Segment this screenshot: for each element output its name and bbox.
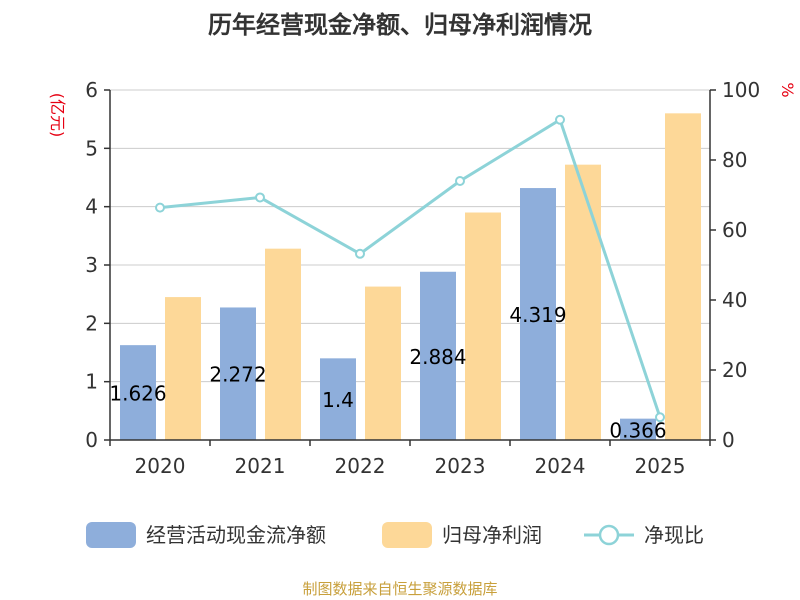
bar-profit-2024[interactable] bbox=[565, 164, 601, 440]
legend: 经营活动现金流净额 归母净利润 净现比 bbox=[86, 522, 704, 548]
data-label-cashflow-2022: 1.4 bbox=[322, 388, 354, 412]
bar-profit-2025[interactable] bbox=[665, 113, 701, 440]
bar-cashflow-2020[interactable] bbox=[120, 345, 156, 440]
right-tick-label: 60 bbox=[722, 218, 747, 242]
bar-cashflow-2022[interactable] bbox=[320, 358, 356, 440]
right-tick-label: 100 bbox=[722, 78, 760, 102]
left-tick-label: 4 bbox=[85, 195, 98, 219]
ratio-point-2025[interactable] bbox=[655, 412, 665, 423]
legend-label-ratio: 净现比 bbox=[644, 523, 704, 547]
bar-cashflow-2025[interactable] bbox=[620, 418, 656, 440]
x-tick-label-2023: 2023 bbox=[435, 454, 486, 478]
bar-series bbox=[120, 113, 701, 440]
bar-profit-2020[interactable] bbox=[165, 297, 201, 440]
right-tick-label: 0 bbox=[722, 428, 735, 452]
data-label-cashflow-2025: 0.366 bbox=[609, 418, 666, 442]
right-tick-label: 80 bbox=[722, 148, 747, 172]
x-tick-label-2025: 2025 bbox=[635, 454, 686, 478]
right-axis-unit: % bbox=[778, 82, 797, 97]
bar-profit-2023[interactable] bbox=[465, 212, 501, 441]
data-label-cashflow-2021: 2.272 bbox=[209, 363, 266, 387]
left-tick-label: 6 bbox=[85, 78, 98, 102]
bar-profit-2022[interactable] bbox=[365, 286, 401, 440]
chart-title: 历年经营现金净额、归母净利润情况 bbox=[208, 11, 592, 39]
left-tick-label: 5 bbox=[85, 136, 98, 160]
left-tick-label: 1 bbox=[85, 370, 98, 394]
left-tick-label: 2 bbox=[85, 311, 98, 335]
data-label-cashflow-2023: 2.884 bbox=[409, 345, 466, 369]
ratio-point-2021[interactable] bbox=[255, 192, 265, 203]
ratio-line-series bbox=[155, 114, 665, 423]
legend-swatch-cashflow bbox=[86, 522, 136, 548]
x-tick-label-2022: 2022 bbox=[335, 454, 386, 478]
legend-item-cashflow[interactable]: 经营活动现金流净额 bbox=[86, 522, 326, 548]
legend-item-profit[interactable]: 归母净利润 bbox=[382, 522, 542, 548]
data-labels: 1.626 2.272 1.4 2.884 4.319 0.366 bbox=[109, 303, 666, 442]
left-tick-label: 3 bbox=[85, 253, 98, 277]
legend-swatch-profit bbox=[382, 522, 432, 548]
left-axis-ticks: 0 1 2 3 4 5 6 bbox=[85, 78, 110, 452]
right-tick-label: 20 bbox=[722, 358, 747, 382]
legend-marker-ratio bbox=[598, 524, 620, 546]
legend-item-ratio[interactable]: 净现比 bbox=[584, 523, 704, 547]
x-tick-label-2021: 2021 bbox=[235, 454, 286, 478]
ratio-point-2023[interactable] bbox=[455, 176, 465, 186]
right-axis-ticks: 0 20 40 60 80 100 bbox=[710, 78, 760, 452]
data-label-cashflow-2024: 4.319 bbox=[509, 303, 566, 327]
x-axis-ticks: 2020 2021 2022 2023 2024 2025 bbox=[109, 440, 711, 478]
legend-label-cashflow: 经营活动现金流净额 bbox=[146, 523, 326, 547]
source-note: 制图数据来自恒生聚源数据库 bbox=[302, 580, 497, 598]
bar-cashflow-2023[interactable] bbox=[420, 271, 456, 440]
bar-cashflow-2024[interactable] bbox=[520, 188, 556, 440]
ratio-line bbox=[159, 117, 662, 418]
ratio-point-2024[interactable] bbox=[555, 114, 565, 125]
legend-label-profit: 归母净利润 bbox=[442, 523, 542, 547]
data-label-cashflow-2020: 1.626 bbox=[109, 382, 166, 406]
grid-lines bbox=[110, 89, 710, 383]
ratio-point-2022[interactable] bbox=[355, 248, 365, 259]
x-tick-label-2024: 2024 bbox=[535, 454, 586, 478]
bar-cashflow-2021[interactable] bbox=[220, 307, 256, 440]
right-tick-label: 40 bbox=[722, 288, 747, 312]
left-axis-unit: (亿元) bbox=[48, 93, 67, 138]
x-tick-label-2020: 2020 bbox=[135, 454, 186, 478]
left-tick-label: 0 bbox=[85, 428, 98, 452]
ratio-point-2020[interactable] bbox=[155, 202, 165, 213]
bar-profit-2021[interactable] bbox=[265, 248, 301, 440]
